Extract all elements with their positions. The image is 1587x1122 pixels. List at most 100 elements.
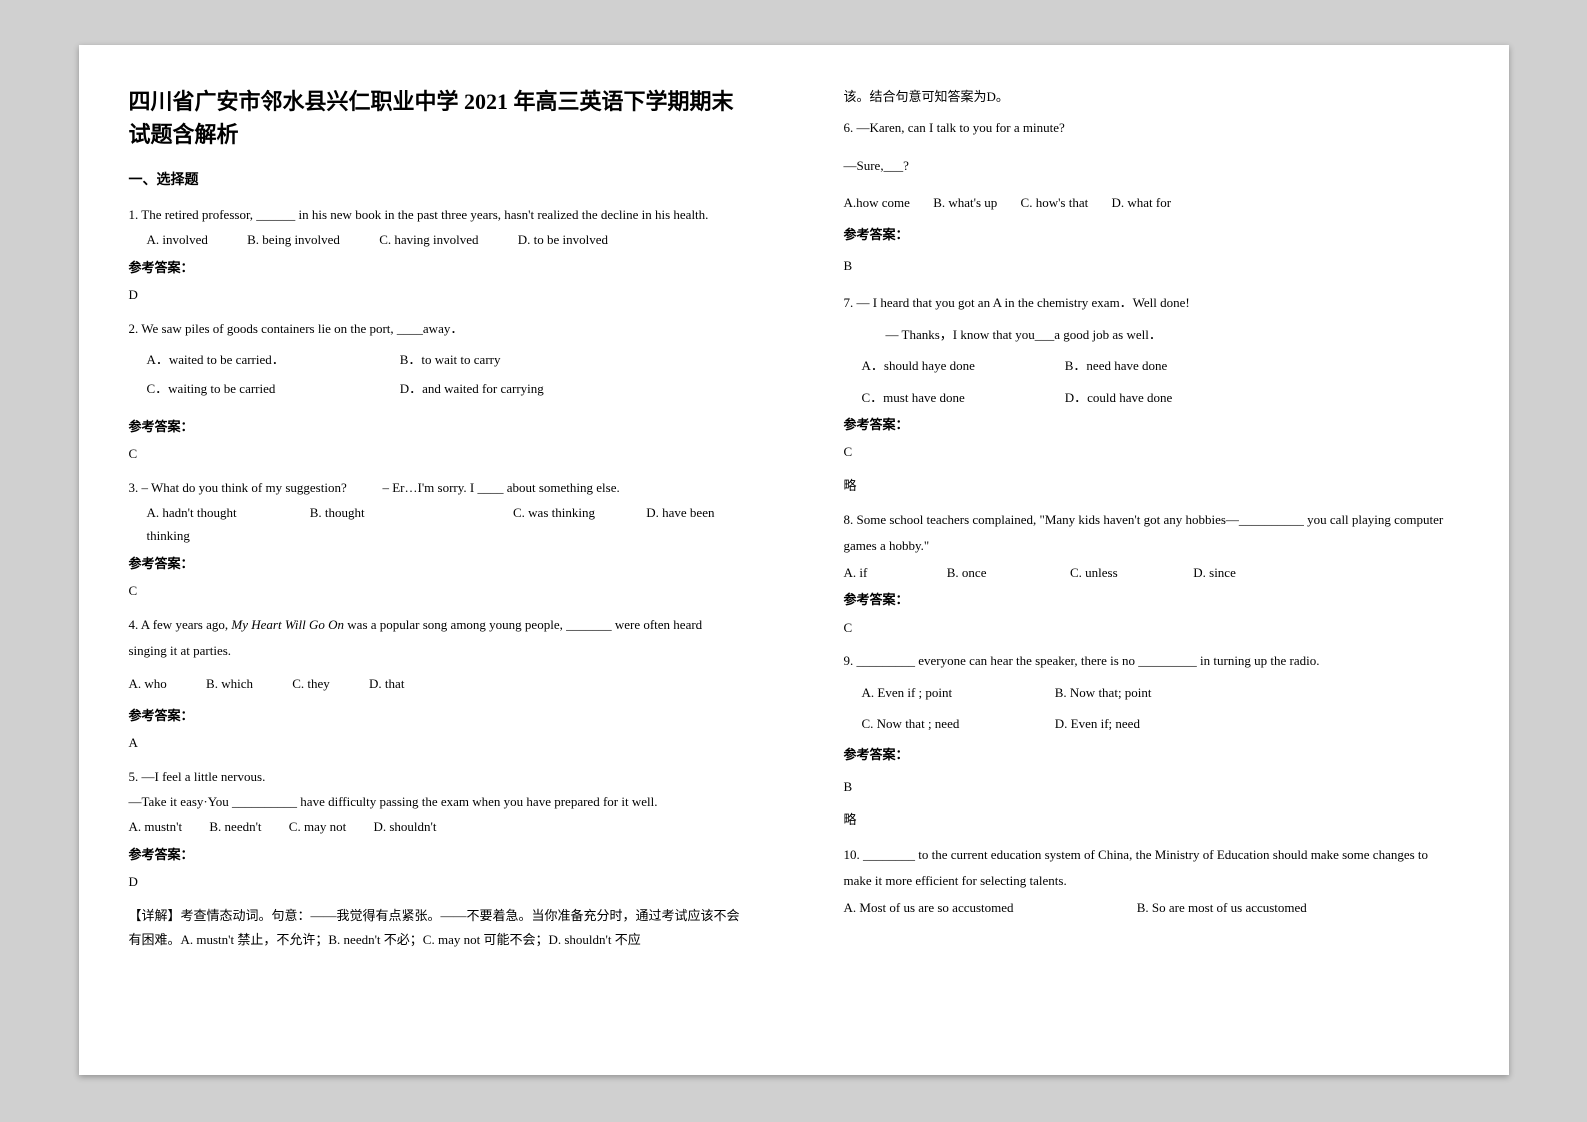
question-text: 10. ________ to the current education sy… bbox=[844, 842, 1459, 894]
options: A. mustn't B. needn't C. may not D. shou… bbox=[129, 815, 744, 838]
option-d: D. what for bbox=[1112, 191, 1172, 214]
explanation: 【详解】考查情态动词。句意：——我觉得有点紧张。——不要着急。当你准备充分时，通… bbox=[129, 904, 744, 953]
option-a: A. Even if ; point bbox=[862, 681, 1052, 704]
option-a: A. if bbox=[844, 561, 944, 584]
option-c: C. having involved bbox=[379, 228, 478, 251]
options: A. who B. which C. they D. that bbox=[129, 672, 744, 695]
option-d: D. since bbox=[1193, 565, 1236, 580]
option-a: A. who bbox=[129, 672, 167, 695]
option-b: B. which bbox=[206, 672, 253, 695]
answer-label: 参考答案： bbox=[844, 223, 1459, 246]
left-column: 四川省广安市邻水县兴仁职业中学 2021 年高三英语下学期期末试题含解析 一、选… bbox=[79, 85, 794, 1035]
q4-italic: My Heart Will Go On bbox=[231, 617, 344, 632]
section-header: 一、选择题 bbox=[129, 169, 744, 189]
option-d: D. to be involved bbox=[518, 228, 608, 251]
answer-label: 参考答案： bbox=[844, 413, 1459, 436]
option-a: A. hadn't thought bbox=[147, 501, 307, 524]
option-c: C. may not bbox=[289, 815, 346, 838]
answer-label: 参考答案： bbox=[129, 843, 744, 866]
answer-label: 参考答案： bbox=[129, 256, 744, 279]
question-text: 1. The retired professor, ______ in his … bbox=[129, 203, 744, 226]
question-7: 7. — I heard that you got an A in the ch… bbox=[844, 291, 1459, 497]
option-c: C．waiting to be carried bbox=[147, 377, 397, 400]
option-b: B. thought bbox=[310, 501, 510, 524]
options: A．waited to be carried． B．to wait to car… bbox=[129, 348, 744, 407]
option-a: A.how come bbox=[844, 191, 910, 214]
options: A．should haye done B．need have done C．mu… bbox=[844, 354, 1459, 409]
question-text-2: — Thanks，I know that you___a good job as… bbox=[844, 323, 1459, 346]
option-b: B. Now that; point bbox=[1055, 685, 1152, 700]
option-b: B. once bbox=[947, 561, 1067, 584]
question-6: 6. —Karen, can I talk to you for a minut… bbox=[844, 116, 1459, 277]
answer: D bbox=[129, 870, 744, 893]
option-a: A．should haye done bbox=[862, 354, 1062, 377]
question-text: 3. – What do you think of my suggestion?… bbox=[129, 476, 744, 499]
answer: C bbox=[129, 579, 744, 602]
option-a: A. mustn't bbox=[129, 815, 183, 838]
question-5: 5. —I feel a little nervous. —Take it ea… bbox=[129, 765, 744, 953]
answer-label: 参考答案： bbox=[129, 552, 744, 575]
answer: A bbox=[129, 731, 744, 754]
answer-extra: 略 bbox=[844, 808, 1459, 831]
option-b: B. what's up bbox=[933, 191, 997, 214]
question-text-1: 5. —I feel a little nervous. bbox=[129, 765, 744, 788]
answer-label: 参考答案： bbox=[844, 743, 1459, 766]
question-text-2: —Take it easy·You __________ have diffic… bbox=[129, 790, 744, 813]
question-4: 4. A few years ago, My Heart Will Go On … bbox=[129, 612, 744, 754]
option-b: B．need have done bbox=[1065, 358, 1168, 373]
option-c: C. they bbox=[292, 672, 330, 695]
q4-part1: 4. A few years ago, bbox=[129, 617, 232, 632]
option-d: D. that bbox=[369, 672, 404, 695]
answer: C bbox=[844, 616, 1459, 639]
options: A. if B. once C. unless D. since bbox=[844, 561, 1459, 584]
options: A. Even if ; point B. Now that; point C.… bbox=[844, 681, 1459, 736]
options: A. hadn't thought B. thought C. was thin… bbox=[129, 501, 744, 548]
option-c: C. Now that ; need bbox=[862, 712, 1052, 735]
answer-label: 参考答案： bbox=[844, 588, 1459, 611]
answer: D bbox=[129, 283, 744, 306]
q3-part1: 3. – What do you think of my suggestion? bbox=[129, 480, 347, 495]
question-2: 2. We saw piles of goods containers lie … bbox=[129, 317, 744, 466]
question-10: 10. ________ to the current education sy… bbox=[844, 842, 1459, 919]
option-d: D. Even if; need bbox=[1055, 716, 1140, 731]
question-text: 9. _________ everyone can hear the speak… bbox=[844, 649, 1459, 672]
option-c: C. unless bbox=[1070, 561, 1190, 584]
question-text-2: —Sure,___? bbox=[844, 154, 1459, 177]
option-a: A．waited to be carried． bbox=[147, 348, 397, 371]
question-text-1: 7. — I heard that you got an A in the ch… bbox=[844, 291, 1459, 314]
question-3: 3. – What do you think of my suggestion?… bbox=[129, 476, 744, 603]
document-title: 四川省广安市邻水县兴仁职业中学 2021 年高三英语下学期期末试题含解析 bbox=[129, 85, 744, 151]
question-9: 9. _________ everyone can hear the speak… bbox=[844, 649, 1459, 831]
q5-continuation: 该。结合句意可知答案为D。 bbox=[844, 85, 1459, 108]
option-c: C. how's that bbox=[1021, 191, 1089, 214]
option-d: D. shouldn't bbox=[373, 815, 436, 838]
question-text: 8. Some school teachers complained, "Man… bbox=[844, 507, 1459, 559]
options: A. involved B. being involved C. having … bbox=[129, 228, 744, 251]
option-a: A. involved bbox=[147, 228, 208, 251]
document-page: 四川省广安市邻水县兴仁职业中学 2021 年高三英语下学期期末试题含解析 一、选… bbox=[79, 45, 1509, 1075]
answer: C bbox=[129, 442, 744, 465]
options: A. Most of us are so accustomed B. So ar… bbox=[844, 896, 1459, 919]
answer: B bbox=[844, 254, 1459, 277]
option-b: B. needn't bbox=[209, 815, 261, 838]
option-a: A. Most of us are so accustomed bbox=[844, 896, 1134, 919]
option-b: B. being involved bbox=[247, 228, 340, 251]
option-b: B. So are most of us accustomed bbox=[1137, 900, 1307, 915]
question-1: 1. The retired professor, ______ in his … bbox=[129, 203, 744, 307]
question-8: 8. Some school teachers complained, "Man… bbox=[844, 507, 1459, 639]
option-c: C. was thinking bbox=[513, 501, 643, 524]
question-text: 4. A few years ago, My Heart Will Go On … bbox=[129, 612, 744, 664]
q3-part2: – Er…I'm sorry. I ____ about something e… bbox=[382, 480, 619, 495]
answer-extra: 略 bbox=[844, 474, 1459, 497]
option-b: B．to wait to carry bbox=[400, 348, 650, 371]
answer: C bbox=[844, 440, 1459, 463]
option-c: C．must have done bbox=[862, 386, 1062, 409]
question-text: 2. We saw piles of goods containers lie … bbox=[129, 317, 744, 340]
answer-label: 参考答案： bbox=[129, 704, 744, 727]
answer: B bbox=[844, 775, 1459, 798]
question-text-1: 6. —Karen, can I talk to you for a minut… bbox=[844, 116, 1459, 139]
options: A.how come B. what's up C. how's that D.… bbox=[844, 191, 1459, 214]
option-d: D．could have done bbox=[1065, 390, 1173, 405]
option-d: D．and waited for carrying bbox=[400, 377, 650, 400]
answer-label: 参考答案： bbox=[129, 415, 744, 438]
